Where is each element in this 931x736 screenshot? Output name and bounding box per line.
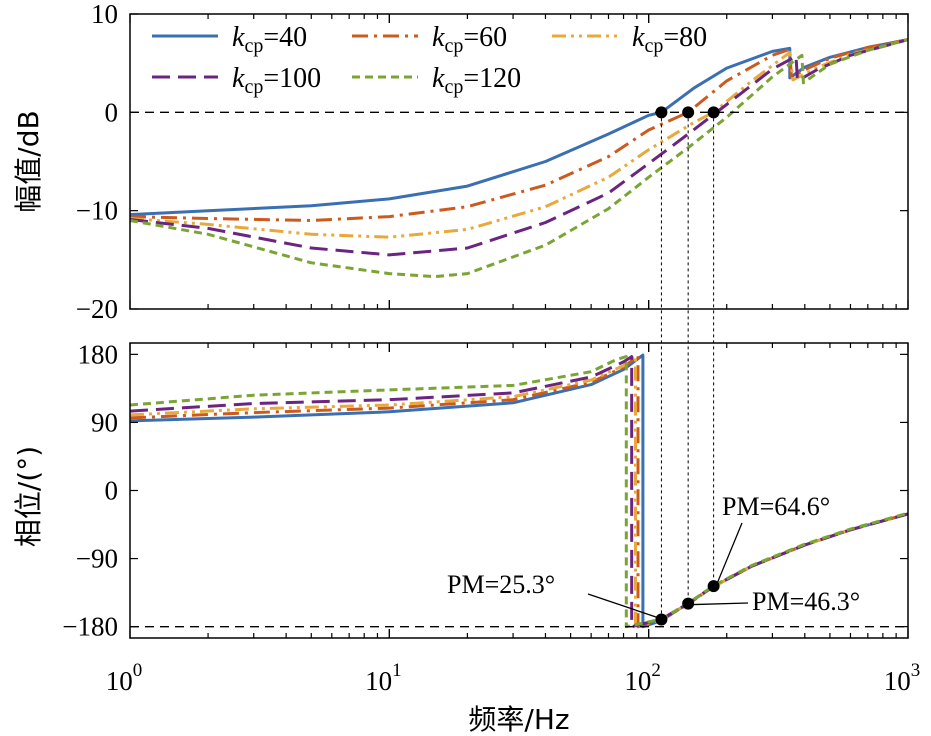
legend-label-120: kcp=120: [432, 63, 521, 98]
legend-label-100: kcp=100: [232, 63, 321, 98]
series-line-80: [129, 38, 909, 239]
annotation-leader: [587, 593, 658, 619]
crossover-connector-lines: [660, 112, 715, 620]
phase-y-ticks: −180 −90 0 90 180: [62, 339, 908, 642]
phase-x-ticks: 100 101 102 103: [106, 660, 921, 696]
legend-label-80: kcp=80: [632, 22, 707, 57]
legend-label-60: kcp=60: [432, 22, 507, 57]
magnitude-reference-lines: [130, 106, 908, 119]
series-line-120: [129, 38, 909, 279]
legend-label-40: kcp=40: [232, 22, 307, 57]
phase-margin-point: [707, 580, 720, 593]
magnitude-y-ticks: −20 −10 0 10: [76, 0, 908, 324]
x-tick-label: 101: [365, 660, 402, 696]
phase-margin-point: [682, 597, 695, 610]
phase-margin-annotations: PM=25.3° PM=46.3° PM=64.6°: [447, 492, 860, 626]
magnitude-panel: −20 −10 0 10 kcp=40 kcp=60 kcp=80 kcp=100 kcp=1…: [12, 0, 909, 324]
phase-margin-point: [655, 613, 668, 626]
x-tick-label: 103: [884, 660, 921, 696]
series-line-60: [129, 354, 909, 629]
y-tick-label: −90: [76, 544, 118, 574]
phase-margin-label: PM=64.6°: [722, 492, 830, 521]
y-tick-label: −180: [62, 612, 118, 642]
y-tick-label: 0: [105, 97, 119, 127]
y-tick-label: 90: [91, 407, 118, 437]
phase-panel: −180 −90 0 90 180 100 101 102 103 PM=25.3° PM=46…: [12, 339, 920, 736]
y-tick-label: 10: [91, 0, 118, 29]
annotation-leader: [693, 602, 749, 606]
y-tick-label: 180: [78, 339, 119, 369]
legend: kcp=40 kcp=60 kcp=80 kcp=100 kcp=120: [152, 22, 707, 98]
series-line-60: [129, 38, 909, 222]
x-tick-label: 100: [106, 660, 143, 696]
phase-margin-label: PM=25.3°: [447, 570, 555, 599]
phase-y-axis-label: 相位/(°): [12, 446, 45, 547]
magnitude-minor-ticks: [129, 14, 909, 309]
phase-margin-label: PM=46.3°: [752, 587, 860, 616]
x-tick-label: 102: [624, 660, 661, 696]
frequency-x-axis-label: 频率/Hz: [468, 703, 569, 736]
y-tick-label: −20: [76, 294, 118, 324]
y-tick-label: 0: [105, 476, 119, 506]
annotation-leader: [717, 522, 743, 583]
y-tick-label: −10: [76, 196, 118, 226]
series-line-40: [129, 38, 909, 217]
magnitude-series-group: [129, 38, 909, 279]
magnitude-y-axis-label: 幅值/dB: [12, 110, 45, 212]
magnitude-axes-frame: [129, 13, 909, 310]
series-line-100: [129, 38, 909, 257]
